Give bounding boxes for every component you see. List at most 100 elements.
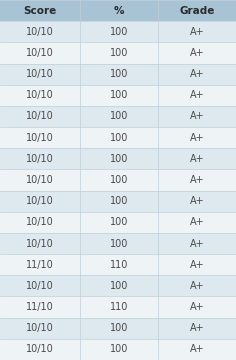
Text: 100: 100 (110, 132, 128, 143)
Bar (80, 42, 158, 63)
Text: 100: 100 (110, 48, 128, 58)
Text: A+: A+ (190, 196, 204, 206)
Text: 10/10: 10/10 (26, 48, 54, 58)
Bar (158, 85, 236, 106)
Text: 10/10: 10/10 (26, 239, 54, 248)
Text: 100: 100 (110, 69, 128, 79)
Bar (80, 85, 158, 106)
Text: A+: A+ (190, 323, 204, 333)
Bar (80, 170, 158, 190)
Text: 100: 100 (110, 27, 128, 37)
Text: 100: 100 (110, 196, 128, 206)
Text: 10/10: 10/10 (26, 217, 54, 228)
Text: 100: 100 (110, 175, 128, 185)
Bar (80, 63, 158, 85)
Bar (80, 21, 158, 42)
Text: 100: 100 (110, 154, 128, 164)
Text: 10/10: 10/10 (26, 281, 54, 291)
Text: 100: 100 (110, 90, 128, 100)
Bar (0, 85, 80, 106)
Bar (0, 275, 80, 297)
Text: 10/10: 10/10 (26, 132, 54, 143)
Bar (80, 318, 158, 339)
Bar (158, 190, 236, 212)
Bar (158, 339, 236, 360)
Bar (158, 318, 236, 339)
Bar (158, 42, 236, 63)
Bar (158, 0, 236, 21)
Bar (80, 339, 158, 360)
Bar (0, 339, 80, 360)
Bar (158, 233, 236, 254)
Text: Score: Score (24, 6, 57, 15)
Bar (80, 190, 158, 212)
Text: 10/10: 10/10 (26, 27, 54, 37)
Bar (158, 297, 236, 318)
Text: A+: A+ (190, 90, 204, 100)
Text: 11/10: 11/10 (26, 260, 54, 270)
Text: A+: A+ (190, 112, 204, 121)
Text: 10/10: 10/10 (26, 323, 54, 333)
Bar (158, 170, 236, 190)
Text: A+: A+ (190, 69, 204, 79)
Text: A+: A+ (190, 154, 204, 164)
Text: A+: A+ (190, 239, 204, 248)
Bar (158, 148, 236, 170)
Bar (80, 212, 158, 233)
Text: 100: 100 (110, 217, 128, 228)
Text: A+: A+ (190, 260, 204, 270)
Text: 100: 100 (110, 323, 128, 333)
Text: %: % (114, 6, 124, 15)
Bar (0, 318, 80, 339)
Text: 10/10: 10/10 (26, 69, 54, 79)
Bar (0, 297, 80, 318)
Bar (80, 297, 158, 318)
Bar (80, 254, 158, 275)
Bar (0, 170, 80, 190)
Bar (0, 106, 80, 127)
Bar (0, 148, 80, 170)
Bar (158, 106, 236, 127)
Bar (0, 233, 80, 254)
Bar (80, 275, 158, 297)
Text: 11/10: 11/10 (26, 302, 54, 312)
Bar (0, 127, 80, 148)
Bar (0, 21, 80, 42)
Text: A+: A+ (190, 217, 204, 228)
Text: 110: 110 (110, 260, 128, 270)
Bar (158, 254, 236, 275)
Text: 10/10: 10/10 (26, 345, 54, 354)
Text: 100: 100 (110, 345, 128, 354)
Text: A+: A+ (190, 345, 204, 354)
Bar (0, 42, 80, 63)
Text: 10/10: 10/10 (26, 90, 54, 100)
Text: A+: A+ (190, 132, 204, 143)
Bar (0, 63, 80, 85)
Text: 10/10: 10/10 (26, 112, 54, 121)
Text: 100: 100 (110, 281, 128, 291)
Bar (0, 212, 80, 233)
Bar (0, 190, 80, 212)
Bar (158, 275, 236, 297)
Text: A+: A+ (190, 302, 204, 312)
Text: A+: A+ (190, 175, 204, 185)
Text: 100: 100 (110, 239, 128, 248)
Text: 10/10: 10/10 (26, 175, 54, 185)
Text: 10/10: 10/10 (26, 196, 54, 206)
Bar (158, 21, 236, 42)
Bar (0, 0, 80, 21)
Text: A+: A+ (190, 27, 204, 37)
Bar (158, 63, 236, 85)
Bar (80, 0, 158, 21)
Text: 10/10: 10/10 (26, 154, 54, 164)
Text: 110: 110 (110, 302, 128, 312)
Bar (80, 127, 158, 148)
Bar (80, 233, 158, 254)
Bar (80, 148, 158, 170)
Text: A+: A+ (190, 48, 204, 58)
Text: Grade: Grade (179, 6, 215, 15)
Bar (158, 212, 236, 233)
Text: 100: 100 (110, 112, 128, 121)
Text: A+: A+ (190, 281, 204, 291)
Bar (158, 127, 236, 148)
